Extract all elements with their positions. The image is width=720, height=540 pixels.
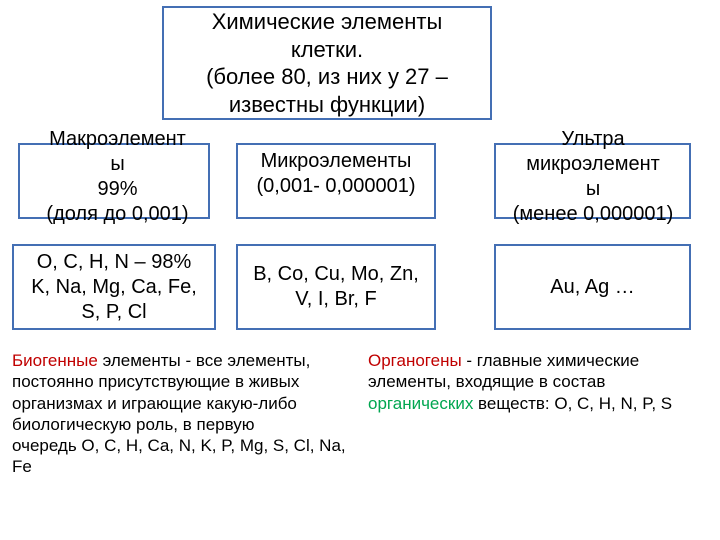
title-line1: Химические элементы [212,8,443,36]
biogenic-red: Биогенные [12,351,98,370]
macro-l2: ы [110,152,124,177]
title-line4: известны функции) [229,91,425,119]
ultra-e1: Au, Ag … [550,275,635,300]
ultra-label: Ультра микроэлемент ы (менее 0,000001) [500,127,686,227]
micro-e1: B, Co, Cu, Mo, Zn, [253,262,419,287]
organogens-t2: элементы, входящие в состав [368,371,708,392]
organogens-t1: - главные химические [462,351,640,370]
macro-e2: K, Na, Mg, Ca, Fe, [31,275,197,300]
biogenic-t5: очередь O, C, H, Ca, N, K, P, Mg, S, Cl,… [12,435,372,456]
title-line3: (более 80, из них у 27 – [206,63,448,91]
micro-elements-box: B, Co, Cu, Mo, Zn, V, I, Br, F [236,244,436,330]
ultra-elements-box: Au, Ag … [494,244,691,330]
biogenic-t1: элементы - все элементы, [98,351,311,370]
macro-l4: (доля до 0,001) [46,202,188,227]
biogenic-t2: постоянно присутствующие в живых [12,371,372,392]
macro-elements-box: О, С, Н, N – 98% K, Na, Mg, Ca, Fe, S, P… [12,244,216,330]
micro-l1: Микроэлементы [261,149,412,174]
organogens-t3: веществ: O, C, H, N, P, S [473,394,672,413]
biogenic-paragraph: Биогенные элементы - все элементы, посто… [12,350,372,478]
macro-l3: 99% [97,177,137,202]
micro-l2: (0,001- 0,000001) [256,174,415,199]
macro-e1: О, С, Н, N – 98% [37,250,192,275]
ultra-l1: Ультра [561,127,624,152]
macro-l1: Макроэлемент [49,127,186,152]
micro-e2: V, I, Br, F [295,287,377,312]
organogens-red: Органогены [368,351,462,370]
macro-label: Макроэлемент ы 99% (доля до 0,001) [30,127,205,227]
micro-label: Микроэлементы (0,001- 0,000001) [244,149,428,199]
organogens-paragraph: Органогены - главные химические элементы… [368,350,708,414]
ultra-l2: микроэлемент [526,152,660,177]
title-line2: клетки. [291,36,363,64]
title-box: Химические элементы клетки. (более 80, и… [162,6,492,120]
macro-e3: S, P, Cl [81,300,146,325]
ultra-l4: (менее 0,000001) [513,202,673,227]
biogenic-t3: организмах и играющие какую-либо [12,393,372,414]
organogens-green: органических [368,394,473,413]
biogenic-t6: Fe [12,456,372,477]
ultra-l3: ы [586,177,600,202]
biogenic-t4: биологическую роль, в первую [12,414,372,435]
